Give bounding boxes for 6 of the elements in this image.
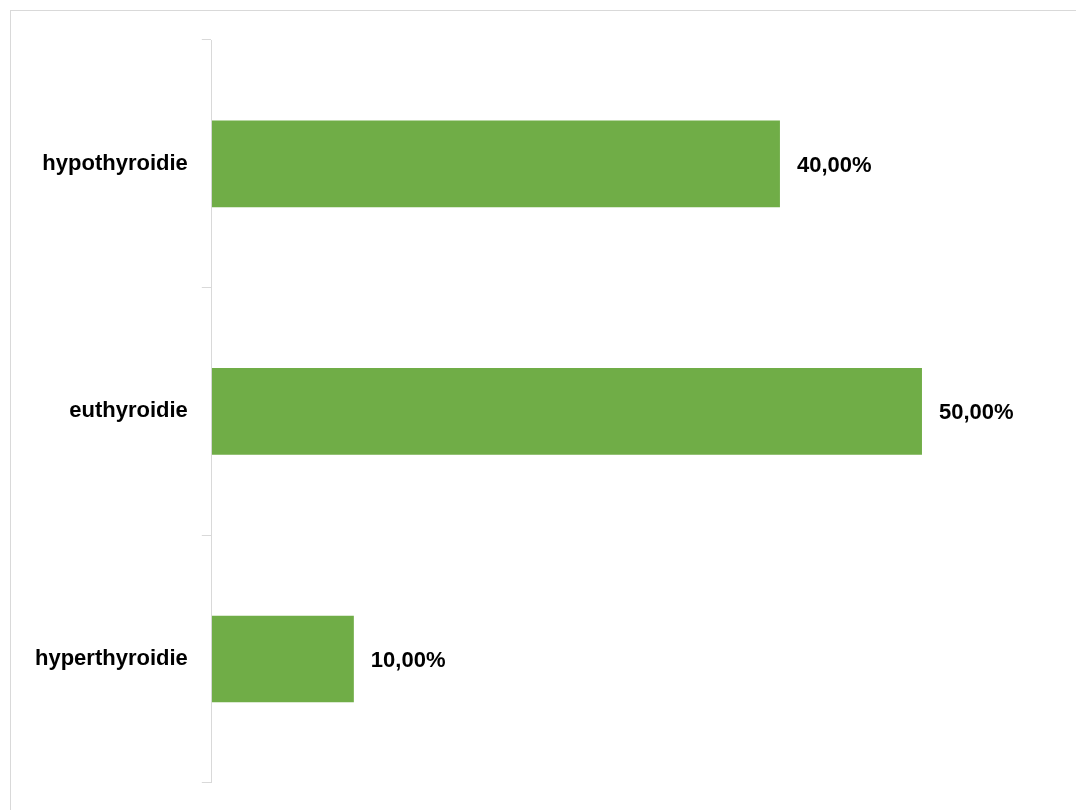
data-label: 10,00% <box>370 647 446 673</box>
y-tick-label: euthyroidie <box>69 397 188 423</box>
data-label: 40,00% <box>796 151 872 177</box>
y-tick-label: hypothyroidie <box>42 149 188 175</box>
data-label: 50,00% <box>938 399 1014 425</box>
y-tick-label: hyperthyroidie <box>35 645 188 671</box>
